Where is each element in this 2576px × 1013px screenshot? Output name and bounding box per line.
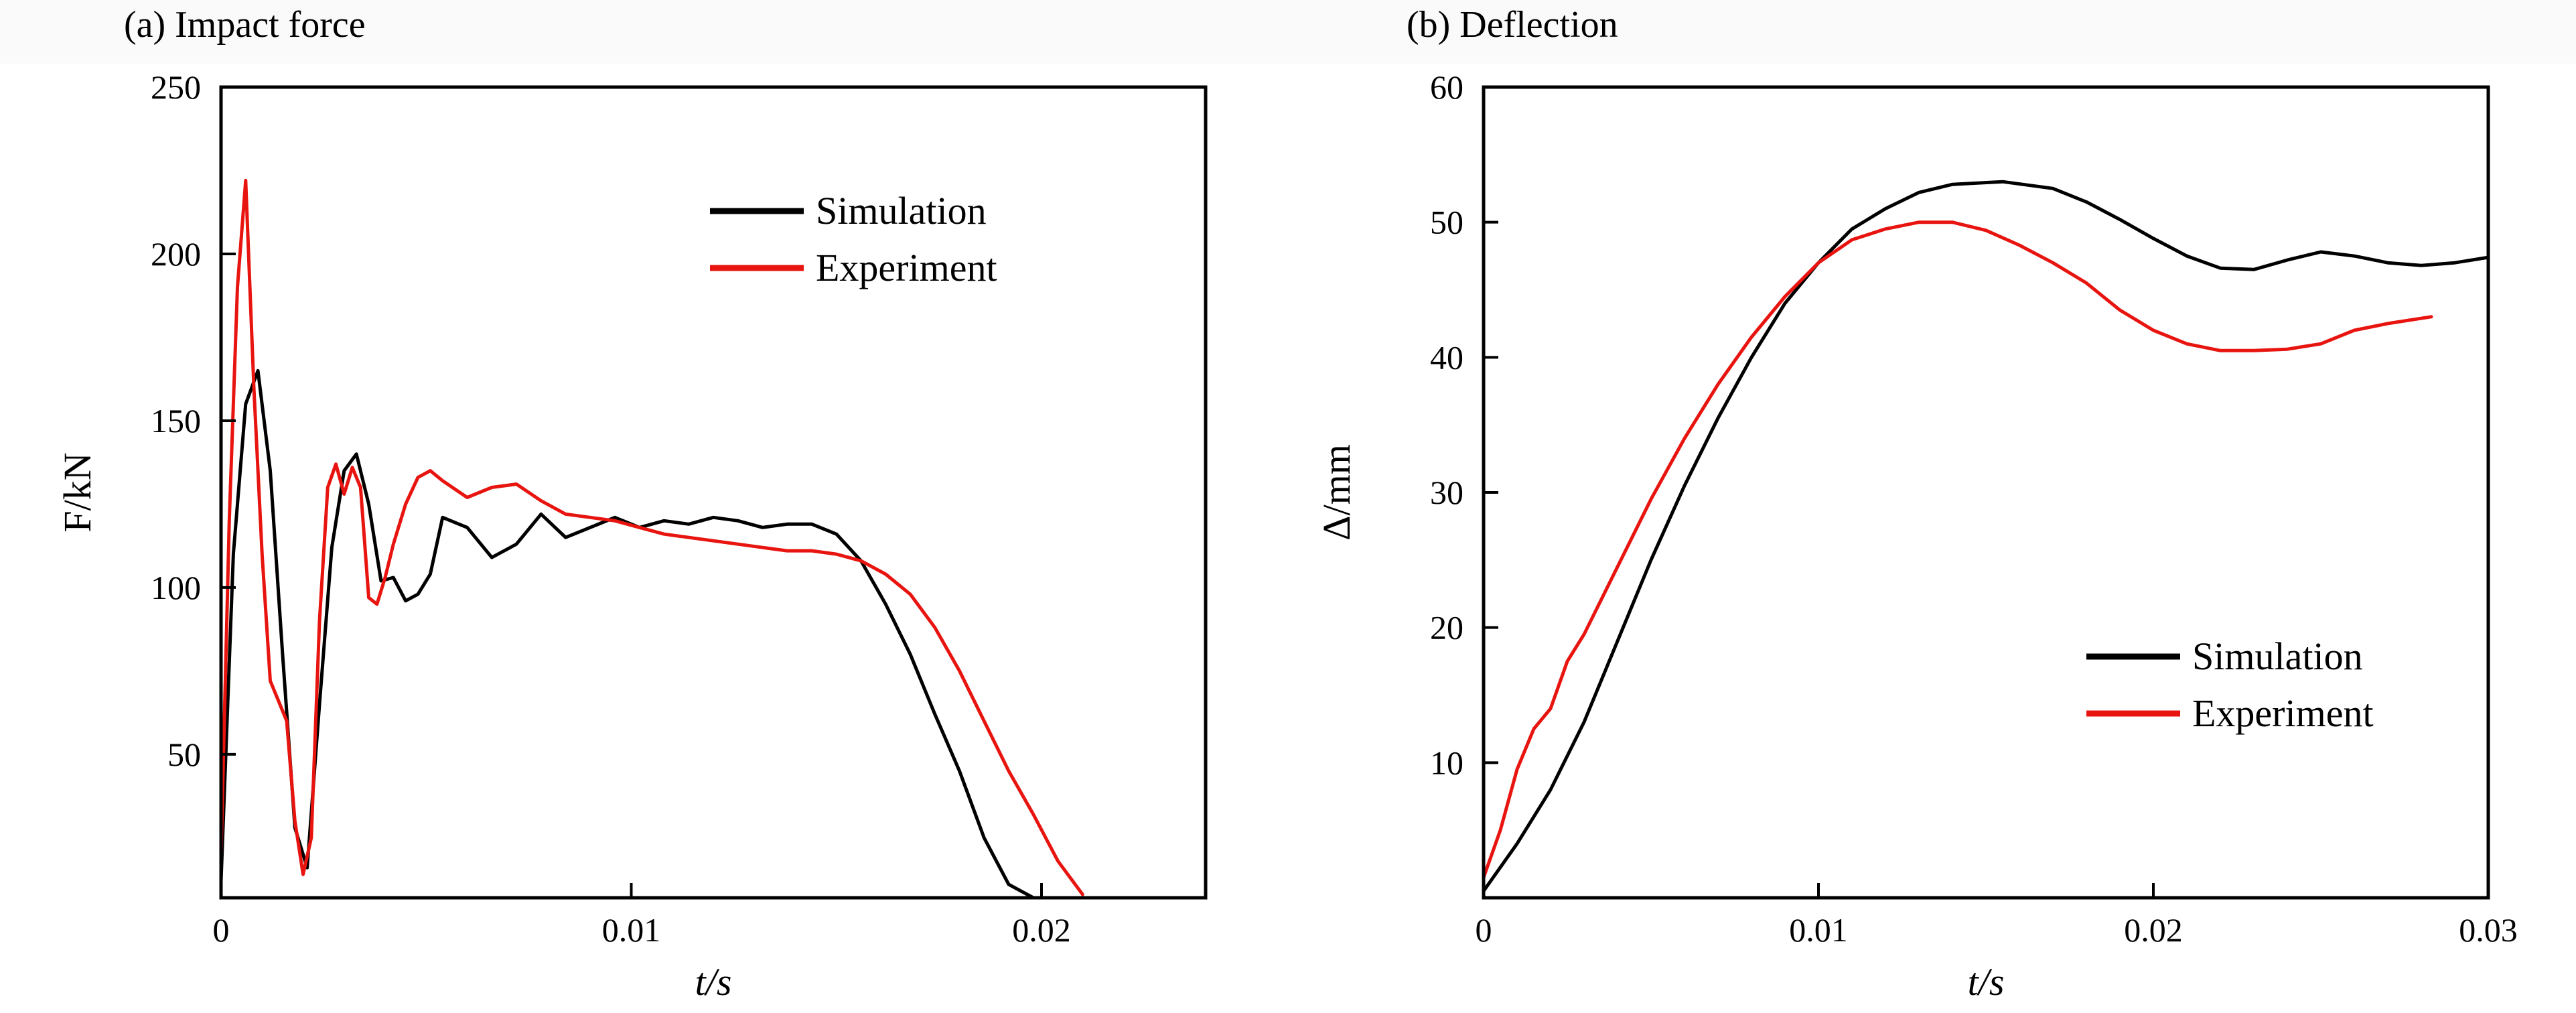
x-tick-label: 0 bbox=[213, 911, 230, 949]
plot-frame bbox=[219, 85, 1208, 900]
y-tick-label: 150 bbox=[151, 402, 201, 440]
y-tick-label: 20 bbox=[1430, 609, 1463, 647]
x-axis-label: t/s bbox=[695, 960, 732, 1004]
legend-label-simulation: Simulation bbox=[2192, 634, 2363, 678]
panel-title: (b) Deflection bbox=[1407, 4, 1618, 46]
series-line-experiment bbox=[1482, 220, 2433, 880]
x-tick-label: 0 bbox=[1476, 911, 1492, 949]
y-tick-label: 250 bbox=[151, 68, 201, 106]
y-tick-label: 10 bbox=[1430, 744, 1463, 781]
series-line-simulation bbox=[1482, 180, 2490, 893]
legend-label-experiment: Experiment bbox=[816, 246, 997, 289]
x-tick-label: 0.01 bbox=[1789, 911, 1848, 949]
plot-frame bbox=[1482, 85, 2490, 900]
series-line-simulation bbox=[219, 368, 1035, 900]
series-line-experiment bbox=[219, 178, 1084, 896]
y-tick-label: 30 bbox=[1430, 474, 1463, 511]
chart-panel-0: (a) Impact force 0 0.01 0.02 50 100 150 200 250 t… bbox=[56, 4, 1208, 1004]
x-tick-label: 0.03 bbox=[2459, 911, 2518, 949]
y-tick-label: 50 bbox=[1430, 204, 1463, 241]
chart-panel-1: (b) Deflection 0 0.01 0.02 0.03 10 20 30 40 50 60 t… bbox=[1315, 4, 2518, 1004]
panel-title: (a) Impact force bbox=[124, 4, 366, 46]
legend-label-experiment: Experiment bbox=[2192, 691, 2374, 735]
y-axis-label: F/kN bbox=[56, 452, 99, 532]
y-tick-label: 50 bbox=[167, 736, 201, 773]
y-axis-label: Δ/mm bbox=[1315, 444, 1358, 541]
y-tick-label: 40 bbox=[1430, 338, 1463, 376]
x-axis-label: t/s bbox=[1968, 960, 2005, 1004]
x-tick-label: 0.01 bbox=[602, 911, 661, 949]
y-tick-label: 200 bbox=[151, 235, 201, 273]
y-tick-label: 60 bbox=[1430, 68, 1463, 106]
x-tick-label: 0.02 bbox=[2124, 911, 2183, 949]
y-tick-label: 100 bbox=[151, 569, 201, 606]
legend-label-simulation: Simulation bbox=[816, 189, 987, 232]
x-tick-label: 0.02 bbox=[1012, 911, 1071, 949]
